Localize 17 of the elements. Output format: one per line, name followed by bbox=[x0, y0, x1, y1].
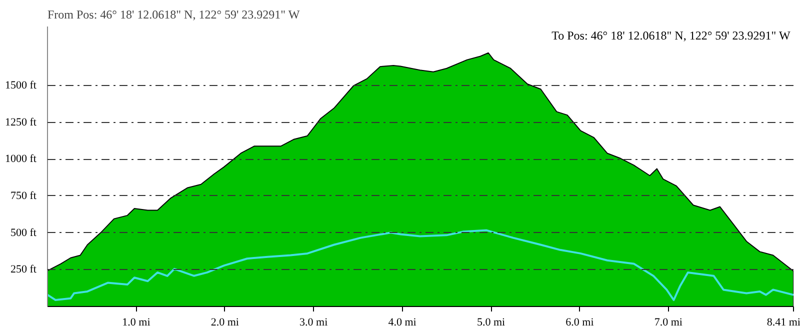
y-tick-label: 1250 ft bbox=[5, 116, 37, 128]
x-tick-label: 6.0 mi bbox=[566, 316, 594, 328]
line-series bbox=[48, 229, 794, 302]
x-tick-label: 3.0 mi bbox=[300, 316, 328, 328]
x-tick-label: 2.0 mi bbox=[210, 316, 239, 328]
x-tick-label: 8.41 mi bbox=[766, 316, 800, 328]
y-tick-label: 750 ft bbox=[10, 190, 37, 202]
y-tick-label: 1000 ft bbox=[5, 153, 37, 166]
y-tick-label: 250 ft bbox=[10, 264, 37, 276]
annotation: To Pos: 46° 18' 12.0618" N, 122° 59' 23.9291" W bbox=[552, 28, 791, 42]
x-tick-label: 5.0 mi bbox=[476, 316, 506, 328]
chart-title: From Pos: 46° 18' 12.0618" N, 122° 59' 23.9291" W bbox=[48, 8, 300, 22]
y-tick-label: 500 ft bbox=[10, 226, 37, 239]
x-tick-label: 1.0 mi bbox=[122, 316, 150, 328]
x-tick-label: 4.0 mi bbox=[388, 316, 416, 328]
x-tick-label: 7.0 mi bbox=[654, 316, 682, 328]
y-tick-label: 1500 ft bbox=[5, 79, 37, 92]
